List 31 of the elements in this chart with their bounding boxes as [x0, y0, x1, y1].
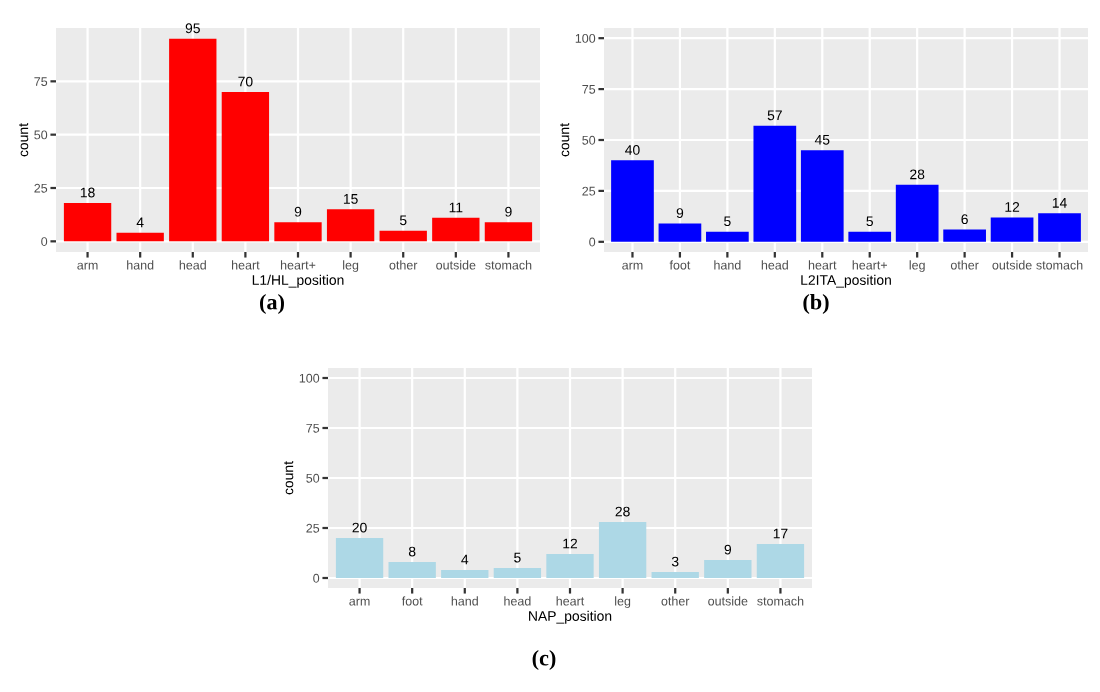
bar — [651, 572, 699, 578]
bar — [753, 125, 797, 242]
bar — [800, 150, 844, 242]
bar — [432, 217, 480, 242]
bar — [379, 230, 427, 242]
text: (b) — [803, 293, 829, 315]
text: (c) — [532, 649, 556, 671]
bar — [116, 232, 164, 242]
bar — [706, 231, 749, 242]
bar — [63, 202, 112, 242]
bar — [441, 570, 489, 578]
bar — [895, 184, 939, 242]
bar — [484, 222, 533, 242]
bar — [598, 522, 647, 578]
bar — [274, 222, 322, 242]
bar — [388, 562, 436, 578]
bar — [848, 231, 892, 242]
bar — [1038, 213, 1081, 242]
bar — [335, 538, 384, 578]
bar — [221, 92, 270, 242]
bar — [326, 209, 375, 242]
bar — [493, 568, 542, 578]
bar — [546, 554, 594, 578]
bar — [990, 217, 1034, 242]
bar — [756, 544, 805, 578]
bar — [169, 38, 217, 242]
bar — [658, 223, 702, 242]
bar — [943, 229, 986, 242]
bar — [704, 560, 752, 578]
text: (a) — [260, 293, 284, 315]
bar — [611, 160, 654, 242]
